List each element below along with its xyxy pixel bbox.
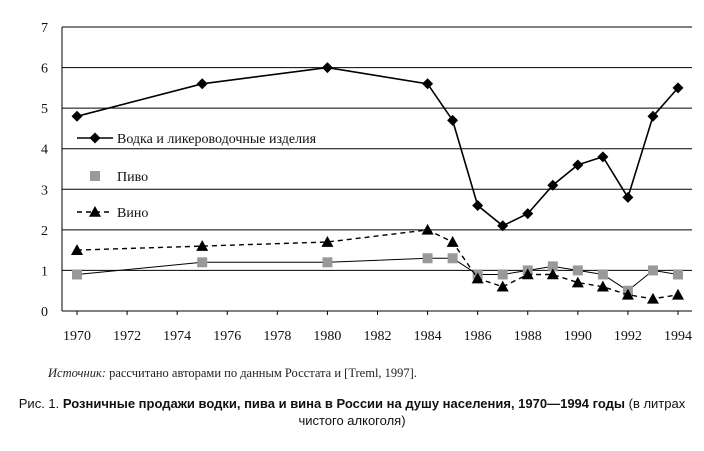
data-point-square: [447, 253, 458, 264]
data-point-diamond: [472, 200, 484, 212]
data-point-square: [72, 269, 82, 280]
legend-item-square: Пиво: [90, 170, 148, 185]
legend-marker-triangle: [89, 206, 101, 217]
data-point-square: [572, 265, 583, 276]
y-tick-label: 5: [41, 102, 48, 117]
caption-prefix: Рис. 1.: [18, 396, 63, 411]
data-point-diamond: [321, 62, 333, 74]
y-axis-ticks: 0 1 2 3 4 5 6 7: [41, 21, 48, 320]
data-point-triangle: [596, 280, 609, 292]
x-tick-label: 1990: [564, 329, 592, 344]
data-point-diamond: [497, 220, 509, 232]
legend-marker-square: [90, 171, 100, 181]
data-point-triangle: [646, 292, 659, 304]
data-point-diamond: [672, 82, 684, 94]
source-note: Источник: рассчитано авторами по данным …: [48, 366, 688, 381]
x-tick-label: 1988: [514, 329, 542, 344]
x-tick-label: 1980: [313, 329, 341, 344]
legend-label-diamond: Водка и ликероводочные изделия: [117, 132, 317, 147]
x-tick-label: 1976: [213, 329, 241, 344]
chart-axes: [61, 27, 692, 312]
data-point-diamond: [447, 114, 459, 126]
y-tick-label: 7: [41, 21, 48, 36]
data-point-triangle: [546, 268, 559, 280]
data-point-square: [547, 261, 558, 272]
x-tick-label: 1982: [364, 329, 392, 344]
x-tick-label: 1984: [414, 329, 442, 344]
caption-title: Розничные продажи водки, пива и вина в Р…: [62, 396, 625, 411]
x-tick-label: 1974: [163, 329, 191, 344]
series-line-square: [76, 257, 679, 292]
y-tick-label: 2: [41, 224, 48, 239]
x-tick-label: 1972: [113, 329, 141, 344]
data-point-triangle: [471, 272, 484, 284]
caption-suffix: (в литрах чистого алкоголя): [298, 396, 686, 428]
data-point-diamond: [71, 110, 83, 122]
series-square: [72, 253, 683, 296]
data-point-triangle: [321, 236, 334, 247]
x-tick-label: 1994: [664, 329, 692, 344]
data-point-triangle: [521, 268, 534, 280]
data-point-square: [422, 253, 433, 264]
x-axis-ticks: 1970 1972 1974 1976 1978 1980 1982 1984 1986 1988…: [63, 311, 692, 344]
x-tick-label: 1986: [464, 329, 492, 344]
data-point-square: [597, 269, 608, 280]
legend-item-diamond: Водка и ликероводочные изделия: [77, 132, 317, 147]
data-point-triangle: [196, 240, 209, 251]
chart-grid: [62, 26, 692, 271]
data-point-square: [197, 257, 208, 268]
data-point-diamond: [196, 78, 208, 90]
legend-item-triangle: Вино: [77, 206, 148, 221]
data-point-diamond: [522, 208, 534, 220]
series-line-diamond: [76, 66, 679, 227]
chart-series: [71, 62, 684, 304]
data-point-triangle: [71, 244, 83, 255]
data-point-diamond: [572, 159, 584, 171]
legend-label-square: Пиво: [117, 170, 148, 185]
legend-label-triangle: Вино: [117, 206, 148, 221]
series-triangle: [71, 223, 684, 304]
series-line-triangle: [76, 229, 679, 300]
data-point-square: [497, 269, 508, 280]
data-point-square: [673, 269, 683, 280]
chart-legend: Водка и ликероводочные изделия Пиво Вино: [77, 132, 317, 221]
y-tick-label: 0: [41, 305, 48, 320]
source-label: Источник:: [48, 366, 106, 380]
figure-caption: Рис. 1. Розничные продажи водки, пива и …: [0, 395, 704, 429]
data-point-diamond: [597, 151, 609, 163]
data-point-diamond: [422, 78, 434, 90]
data-point-diamond: [622, 191, 634, 203]
legend-marker-diamond: [89, 132, 101, 144]
data-point-square: [322, 257, 333, 268]
series-diamond: [71, 62, 684, 232]
data-point-triangle: [621, 288, 634, 300]
y-tick-label: 6: [41, 62, 48, 77]
source-text: рассчитано авторами по данным Росстата и…: [105, 366, 417, 380]
y-tick-label: 1: [41, 264, 48, 279]
data-point-triangle: [496, 280, 509, 292]
y-tick-label: 3: [41, 183, 48, 198]
x-tick-label: 1992: [614, 329, 642, 344]
data-point-triangle: [446, 236, 459, 247]
x-tick-label: 1970: [63, 329, 91, 344]
data-point-diamond: [547, 179, 559, 191]
data-point-triangle: [571, 276, 584, 288]
data-point-square: [647, 265, 658, 276]
x-tick-label: 1978: [263, 329, 291, 344]
line-chart: 0 1 2 3 4 5 6 7 1970 1972 1974 1976 1978 1980 1982 198…: [41, 21, 692, 344]
data-point-triangle: [421, 223, 434, 235]
data-point-triangle: [672, 288, 684, 300]
data-point-diamond: [647, 110, 659, 122]
y-tick-label: 4: [41, 143, 48, 158]
